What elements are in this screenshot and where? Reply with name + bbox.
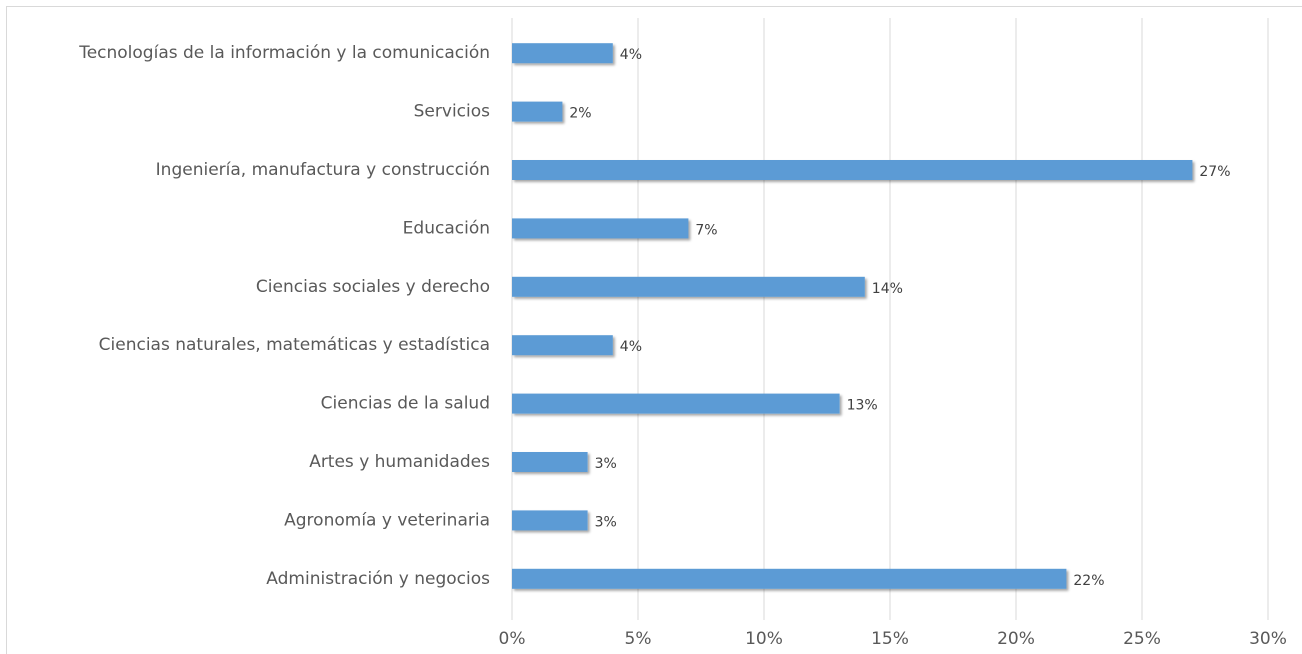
y-tick-label: Educación [403, 218, 490, 238]
x-tick-label: 25% [1123, 629, 1161, 649]
x-tick-label: 30% [1249, 629, 1287, 649]
y-tick-label: Ingeniería, manufactura y construcción [156, 160, 490, 180]
data-label: 3% [595, 456, 617, 472]
x-tick-label: 15% [871, 629, 909, 649]
y-tick-label: Administración y negocios [266, 569, 490, 589]
bar [512, 276, 865, 297]
x-tick-label: 0% [499, 629, 526, 649]
y-tick-label: Artes y humanidades [309, 452, 490, 472]
bar [512, 218, 689, 239]
y-tick-label: Servicios [414, 102, 490, 122]
bar [512, 101, 563, 122]
data-label: 2% [569, 106, 591, 122]
data-label: 4% [620, 47, 642, 63]
bar [512, 335, 613, 356]
y-tick-label: Tecnologías de la información y la comun… [78, 43, 490, 63]
data-label: 22% [1073, 573, 1104, 589]
bar [512, 568, 1067, 589]
bar [512, 452, 588, 472]
data-label: 27% [1199, 164, 1230, 180]
y-tick-label: Ciencias sociales y derecho [256, 277, 490, 297]
bar [512, 393, 840, 414]
y-tick-label: Ciencias naturales, matemáticas y estadí… [99, 335, 490, 355]
x-tick-label: 10% [745, 629, 783, 649]
x-tick-label: 20% [997, 629, 1035, 649]
chart-border [6, 6, 1302, 654]
data-label: 4% [620, 339, 642, 355]
data-label: 13% [847, 398, 878, 414]
bar [512, 43, 613, 64]
y-tick-label: Ciencias de la salud [321, 394, 490, 414]
data-label: 3% [595, 514, 617, 530]
data-label: 7% [695, 222, 717, 238]
data-label: 14% [872, 281, 903, 297]
bar [512, 160, 1193, 180]
x-tick-label: 5% [625, 629, 652, 649]
bar [512, 510, 588, 531]
y-tick-label: Agronomía y veterinaria [284, 510, 490, 530]
